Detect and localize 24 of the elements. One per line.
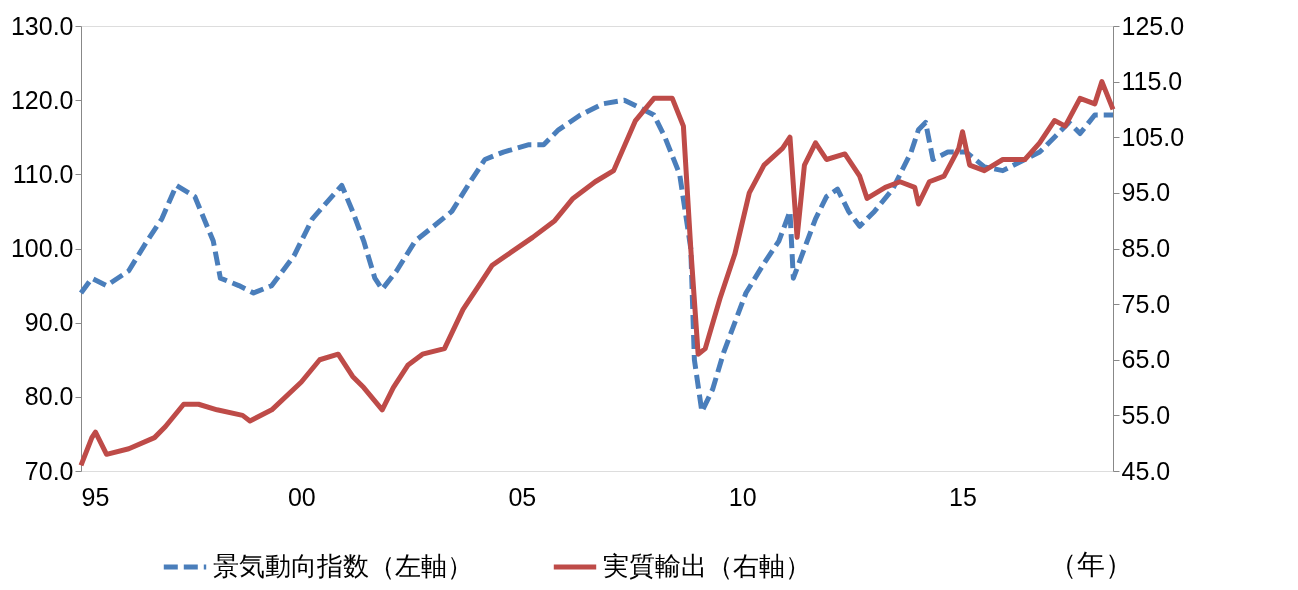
x-axis-title: （年） bbox=[1049, 549, 1133, 580]
y2-tick-label: 55.0 bbox=[1121, 400, 1171, 429]
y2-tick-label: 75.0 bbox=[1121, 289, 1171, 318]
legend-label: 景気動向指数（左軸） bbox=[213, 551, 473, 581]
y-tick-label: 120.0 bbox=[10, 85, 74, 114]
y-tick-label: 70.0 bbox=[24, 456, 74, 485]
y-tick-label: 110.0 bbox=[12, 159, 74, 188]
y2-tick-label: 125.0 bbox=[1121, 11, 1185, 40]
y2-tick-label: 85.0 bbox=[1121, 234, 1171, 262]
x-tick-label: 15 bbox=[949, 482, 977, 511]
y-tick-label: 90.0 bbox=[24, 308, 74, 337]
x-tick-label: 95 bbox=[81, 482, 110, 511]
y2-tick-label: 65.0 bbox=[1121, 345, 1171, 374]
legend-label: 実質輸出（右軸） bbox=[603, 551, 811, 581]
y2-tick-label: 45.0 bbox=[1121, 456, 1171, 485]
x-tick-label: 10 bbox=[728, 482, 757, 511]
y2-tick-label: 115.0 bbox=[1121, 67, 1183, 96]
x-tick-label: 05 bbox=[508, 482, 537, 511]
y-tick-label: 130.0 bbox=[10, 11, 74, 40]
y-tick-label: 80.0 bbox=[24, 382, 74, 411]
y2-tick-label: 105.0 bbox=[1121, 122, 1185, 151]
y2-tick-label: 95.0 bbox=[1121, 178, 1171, 207]
x-tick-label: 00 bbox=[287, 482, 316, 511]
y-tick-label: 100.0 bbox=[10, 234, 74, 262]
